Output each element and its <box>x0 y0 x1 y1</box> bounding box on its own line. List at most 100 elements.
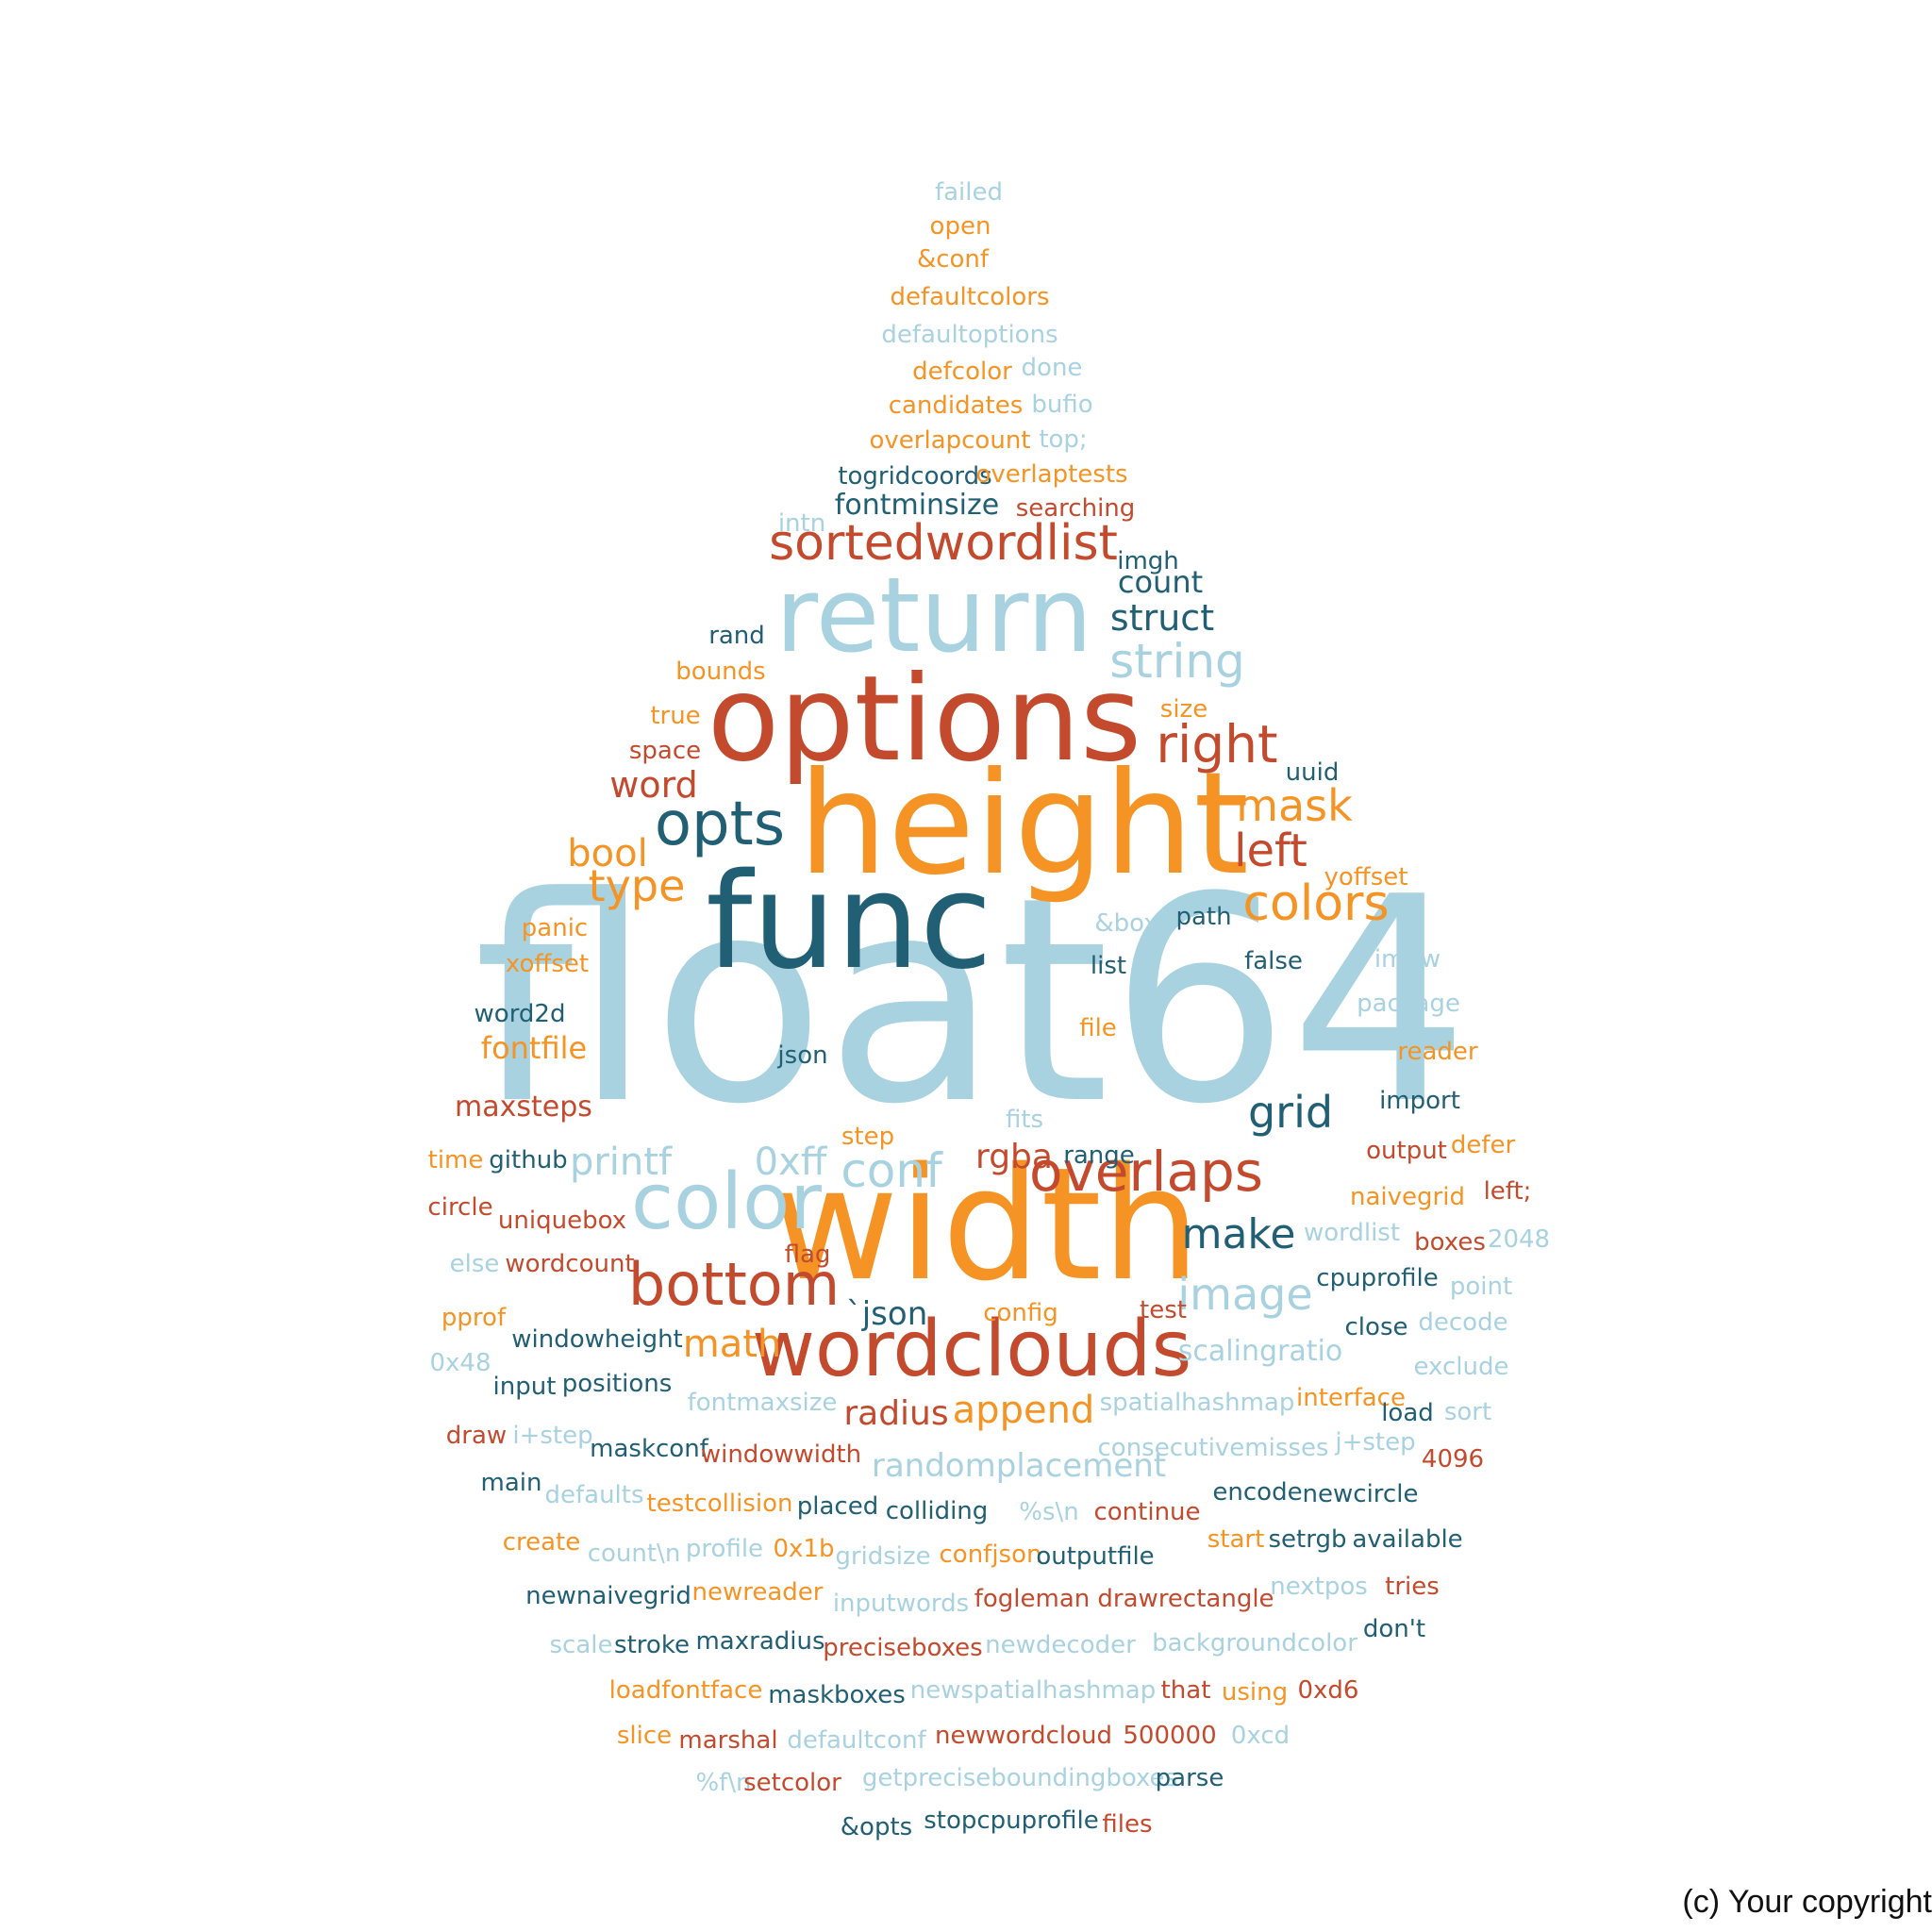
word-scale: scale <box>550 1631 613 1659</box>
word-scalingratio: scalingratio <box>1178 1335 1342 1368</box>
word-false: false <box>1244 947 1303 975</box>
word-windowheight: windowheight <box>511 1325 683 1354</box>
word-circle: circle <box>427 1193 492 1222</box>
word-wordlist: wordlist <box>1304 1219 1400 1247</box>
word-searching: searching <box>1016 494 1136 523</box>
word-stopcpuprofile: stopcpuprofile <box>924 1807 1099 1835</box>
word-inputwords: inputwords <box>833 1590 969 1618</box>
word-newreader: newreader <box>692 1578 824 1607</box>
word-that: that <box>1161 1676 1211 1705</box>
word-continue: continue <box>1093 1498 1200 1526</box>
word-slice: slice <box>617 1722 672 1750</box>
word-confjson: confjson <box>940 1541 1042 1569</box>
word-import: import <box>1379 1087 1460 1115</box>
word-intn: intn <box>778 509 825 538</box>
word-options: options <box>708 651 1141 788</box>
word-2048: 2048 <box>1488 1225 1550 1254</box>
word-uniquebox: uniquebox <box>498 1207 626 1235</box>
word-sort: sort <box>1444 1398 1491 1426</box>
word-i-step: i+step <box>512 1422 592 1450</box>
word-newcircle: newcircle <box>1303 1480 1419 1508</box>
word-candidates: candidates <box>889 391 1024 420</box>
word-decode: decode <box>1418 1308 1507 1337</box>
word-fogleman: fogleman <box>974 1585 1091 1613</box>
word-f-n: %f\n <box>695 1769 751 1797</box>
word-create: create <box>503 1528 581 1557</box>
word-width: width <box>772 1134 1201 1315</box>
word-true: true <box>650 702 700 730</box>
word-string: string <box>1109 634 1245 689</box>
word-count-n: count\n <box>588 1540 681 1568</box>
word-interface: interface <box>1296 1384 1406 1412</box>
word-naivegrid: naivegrid <box>1350 1183 1465 1211</box>
word-config: config <box>983 1299 1058 1327</box>
word-file: file <box>1079 1014 1117 1042</box>
word-colors: colors <box>1242 875 1389 932</box>
word-printf: printf <box>570 1141 673 1184</box>
word-word2d: word2d <box>475 1000 566 1028</box>
word-nextpos: nextpos <box>1270 1573 1368 1601</box>
word-reader: reader <box>1397 1038 1478 1066</box>
word-height: height <box>798 742 1249 907</box>
word-defaultcolors: defaultcolors <box>890 283 1049 311</box>
word-getpreciseboundingboxes: getpreciseboundingboxes <box>862 1764 1177 1792</box>
word-space: space <box>629 737 701 765</box>
word-0xd6: 0xd6 <box>1298 1676 1359 1705</box>
word-append: append <box>953 1389 1095 1432</box>
word-setrgb: setrgb <box>1269 1525 1347 1554</box>
word-parse: parse <box>1156 1764 1224 1792</box>
word-s-n: %s\n <box>1019 1498 1079 1526</box>
word-main: main <box>481 1469 542 1497</box>
word-json: `json <box>846 1295 928 1333</box>
word-available: available <box>1352 1525 1462 1554</box>
word-make: make <box>1182 1210 1296 1258</box>
word-maskconf: maskconf <box>590 1435 709 1463</box>
word-func: func <box>706 845 992 999</box>
word-imgw: imgw <box>1374 945 1441 974</box>
word-rgba: rgba <box>975 1138 1053 1176</box>
word-flag: flag <box>785 1241 831 1269</box>
word-left: left; <box>1484 1177 1532 1206</box>
word-step: step <box>841 1123 894 1151</box>
word-overlaptests: overlaptests <box>975 460 1127 489</box>
word-struct: struct <box>1110 597 1214 639</box>
word-tries: tries <box>1385 1573 1440 1601</box>
word-return: return <box>775 555 1092 675</box>
word-point: point <box>1450 1273 1512 1301</box>
word-json: json <box>776 1041 827 1070</box>
word-newnaivegrid: newnaivegrid <box>525 1582 691 1610</box>
word-0xff: 0xff <box>755 1141 828 1184</box>
word-defaults: defaults <box>544 1481 643 1509</box>
word-count: count <box>1118 564 1203 600</box>
word-defaultoptions: defaultoptions <box>881 321 1058 349</box>
word-stroke: stroke <box>614 1631 690 1659</box>
word-4096: 4096 <box>1422 1445 1484 1474</box>
word-encode: encode <box>1212 1478 1302 1507</box>
word-fontminsize: fontminsize <box>835 489 999 522</box>
word-overlapcount: overlapcount <box>870 426 1031 455</box>
word-radius: radius <box>843 1394 948 1433</box>
word-done: done <box>1022 354 1083 382</box>
word-backgroundcolor: backgroundcolor <box>1152 1629 1357 1657</box>
word-wordclouds: wordclouds <box>752 1305 1191 1394</box>
word-colliding: colliding <box>886 1497 989 1525</box>
word-start: start <box>1208 1525 1265 1554</box>
word-using: using <box>1222 1678 1288 1707</box>
word-word: word <box>609 764 697 806</box>
word-fontmaxsize: fontmaxsize <box>688 1389 838 1417</box>
word-conf: &conf <box>917 245 990 274</box>
word-j-step: j+step <box>1334 1428 1415 1457</box>
word-math: math <box>683 1323 782 1366</box>
word-bool: bool <box>567 832 647 875</box>
word-github: github <box>489 1146 567 1174</box>
word-0x1b: 0x1b <box>774 1535 835 1563</box>
word-profile: profile <box>686 1535 763 1563</box>
word-list: list <box>1091 952 1126 980</box>
word-defer: defer <box>1451 1131 1516 1159</box>
word-don-t: don't <box>1363 1615 1425 1643</box>
word-fontfile: fontfile <box>481 1030 587 1066</box>
word-uuid: uuid <box>1286 758 1340 787</box>
word-image: image <box>1177 1269 1312 1320</box>
word-type: type <box>589 860 686 911</box>
word-pprof: pprof <box>441 1304 507 1332</box>
